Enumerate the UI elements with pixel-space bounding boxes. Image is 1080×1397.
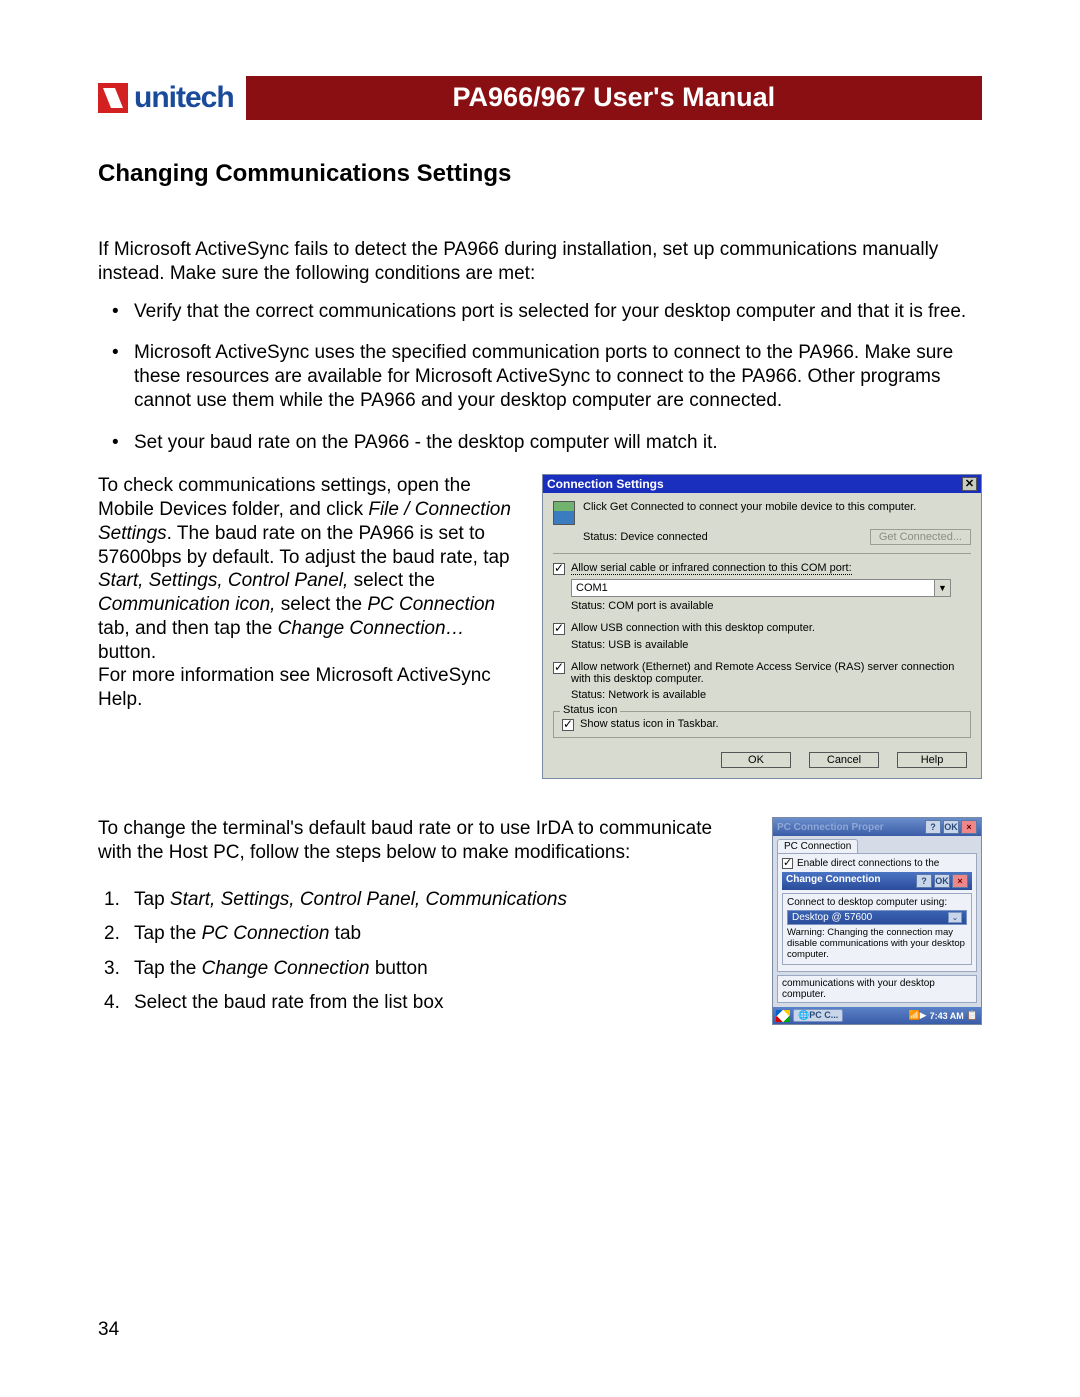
bullet-item: Microsoft ActiveSync uses the specified … bbox=[98, 341, 982, 412]
warning-text: Warning: Changing the connection may dis… bbox=[787, 928, 967, 961]
step-item: Tap the PC Connection tab bbox=[98, 919, 742, 949]
start-icon[interactable] bbox=[776, 1010, 790, 1022]
manual-title-bar: PA966/967 User's Manual bbox=[246, 76, 982, 120]
ok-button[interactable]: OK bbox=[721, 752, 791, 768]
logo-text: unitech bbox=[134, 81, 234, 115]
connection-settings-dialog: Connection Settings ✕ Click Get Connecte… bbox=[542, 474, 982, 779]
network-checkbox-label: Allow network (Ethernet) and Remote Acce… bbox=[571, 661, 971, 685]
intro-paragraph: If Microsoft ActiveSync fails to detect … bbox=[98, 238, 982, 286]
ok-icon[interactable]: OK bbox=[943, 820, 959, 834]
page-number: 34 bbox=[98, 1319, 119, 1341]
cancel-button[interactable]: Cancel bbox=[809, 752, 879, 768]
truncated-text: communications with your desktop compute… bbox=[777, 975, 977, 1003]
help-icon[interactable]: ? bbox=[925, 820, 941, 834]
network-checkbox[interactable] bbox=[553, 662, 565, 674]
steps-list: Tap Start, Settings, Control Panel, Comm… bbox=[98, 885, 742, 1019]
clock: 7:43 AM bbox=[930, 1011, 964, 1021]
pc-title-text: PC Connection Proper bbox=[777, 822, 884, 833]
usb-checkbox-label: Allow USB connection with this desktop c… bbox=[571, 622, 815, 634]
device-taskbar: 🌐PC C... 📶▶ 7:43 AM 📋 bbox=[773, 1007, 981, 1024]
help-button[interactable]: Help bbox=[897, 752, 967, 768]
usb-checkbox[interactable] bbox=[553, 623, 565, 635]
help-icon[interactable]: ? bbox=[916, 874, 932, 888]
network-status: Status: Network is available bbox=[571, 689, 971, 701]
pc-connection-tab[interactable]: PC Connection bbox=[777, 839, 858, 853]
chevron-down-icon[interactable]: ▼ bbox=[934, 580, 950, 596]
bullet-item: Verify that the correct communications p… bbox=[98, 300, 982, 324]
pc-titlebar: PC Connection Proper ? OK × bbox=[773, 818, 981, 836]
usb-status: Status: USB is available bbox=[571, 639, 971, 651]
taskbar-icon-label: Show status icon in Taskbar. bbox=[580, 718, 719, 730]
enable-direct-checkbox[interactable] bbox=[782, 858, 793, 869]
ok-icon[interactable]: OK bbox=[934, 874, 950, 888]
dialog-description: Click Get Connected to connect your mobi… bbox=[583, 501, 916, 514]
com-status: Status: COM port is available bbox=[571, 600, 971, 612]
step-item: Tap the Change Connection button bbox=[98, 954, 742, 984]
step-item: Tap Start, Settings, Control Panel, Comm… bbox=[98, 885, 742, 915]
serial-checkbox[interactable] bbox=[553, 563, 565, 575]
instructions-paragraph: To check communications settings, open t… bbox=[98, 474, 520, 712]
dialog-title: Connection Settings bbox=[547, 477, 664, 491]
connect-using-label: Connect to desktop computer using: bbox=[787, 897, 967, 908]
close-icon[interactable]: × bbox=[961, 820, 977, 834]
enable-direct-label: Enable direct connections to the bbox=[797, 858, 939, 869]
taskbar-icon-checkbox[interactable] bbox=[562, 719, 574, 731]
baud-rate-dropdown[interactable]: Desktop @ 57600 ⌄ bbox=[787, 910, 967, 925]
get-connected-button[interactable]: Get Connected... bbox=[870, 529, 971, 545]
bullet-item: Set your baud rate on the PA966 - the de… bbox=[98, 431, 982, 455]
change-connection-titlebar: Change Connection ? OK × bbox=[782, 872, 972, 890]
close-icon[interactable]: × bbox=[952, 874, 968, 888]
conditions-list: Verify that the correct communications p… bbox=[98, 300, 982, 455]
page-header: unitech PA966/967 User's Manual bbox=[98, 76, 982, 120]
task-app[interactable]: 🌐PC C... bbox=[793, 1009, 843, 1022]
logo: unitech bbox=[98, 81, 234, 115]
tray-icons: 📶▶ bbox=[908, 1010, 926, 1021]
fieldset-legend: Status icon bbox=[560, 704, 620, 716]
chevron-down-icon[interactable]: ⌄ bbox=[948, 912, 962, 923]
tray-icon: 📋 bbox=[967, 1010, 978, 1021]
serial-checkbox-label: Allow serial cable or infrared connectio… bbox=[571, 562, 852, 575]
status-label: Status: Device connected bbox=[583, 531, 708, 543]
logo-mark-icon bbox=[98, 83, 128, 113]
dialog-titlebar: Connection Settings ✕ bbox=[543, 475, 981, 493]
pc-connection-dialog: PC Connection Proper ? OK × PC Connectio… bbox=[772, 817, 982, 1025]
step-item: Select the baud rate from the list box bbox=[98, 988, 742, 1018]
device-icon bbox=[553, 501, 575, 525]
com-port-combo[interactable]: COM1 ▼ bbox=[571, 579, 951, 597]
section-title: Changing Communications Settings bbox=[98, 160, 982, 188]
status-icon-group: Status icon Show status icon in Taskbar. bbox=[553, 711, 971, 738]
baud-rate-paragraph: To change the terminal's default baud ra… bbox=[98, 817, 742, 865]
close-icon[interactable]: ✕ bbox=[962, 477, 977, 491]
